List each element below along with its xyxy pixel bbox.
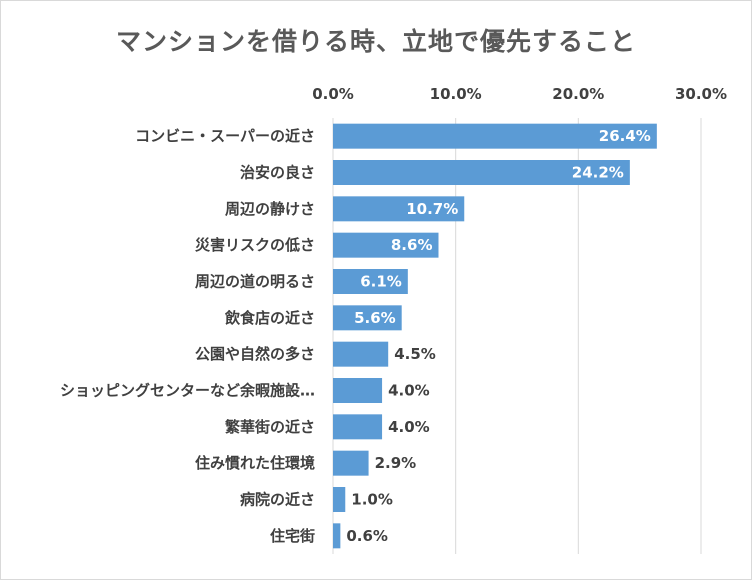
bar <box>333 487 346 512</box>
category-labels: コンビニ・スーパーの近さ治安の良さ周辺の静けさ災害リスクの低さ周辺の道の明るさ飲… <box>60 127 315 545</box>
bar <box>333 523 341 549</box>
data-label: 0.6% <box>346 527 388 545</box>
bar <box>333 160 630 185</box>
category-label: 周辺の道の明るさ <box>195 273 315 291</box>
category-label: 飲食店の近さ <box>224 309 315 327</box>
category-label: 住み慣れた住環境 <box>195 454 315 472</box>
data-label: 4.0% <box>388 418 430 436</box>
data-label: 6.1% <box>360 273 402 291</box>
chart-title: マンションを借りる時、立地で優先すること <box>115 27 636 56</box>
bar <box>333 414 383 440</box>
bar <box>333 341 389 367</box>
category-label: 治安の良さ <box>240 164 315 182</box>
data-label: 10.7% <box>406 200 458 218</box>
gridlines <box>332 118 702 554</box>
bar <box>333 196 465 222</box>
bar <box>333 232 439 258</box>
data-label: 5.6% <box>354 309 396 327</box>
data-label: 26.4% <box>599 127 651 145</box>
bar <box>333 269 408 294</box>
x-tick-label: 30.0% <box>675 85 727 103</box>
data-label: 1.0% <box>351 491 393 509</box>
bar <box>333 305 402 331</box>
category-label: コンビニ・スーパーの近さ <box>135 127 315 145</box>
data-labels: 26.4% 24.2% 10.7% 8.6% 6.1% 5.6% 4.5% 4.0% 4.0% 2… <box>346 127 650 545</box>
category-label: 公園や自然の多さ <box>195 345 315 363</box>
category-label: 周辺の静けさ <box>225 200 315 218</box>
x-tick-label: 10.0% <box>430 85 482 103</box>
category-label: 病院の近さ <box>240 491 315 509</box>
data-label: 8.6% <box>391 236 433 254</box>
category-label: 住宅街 <box>270 527 315 545</box>
x-tick-label: 20.0% <box>552 85 604 103</box>
category-label: 繁華街の近さ <box>224 418 315 436</box>
bar <box>333 450 369 476</box>
bars <box>333 123 657 549</box>
data-label: 2.9% <box>375 454 417 472</box>
category-label: ショッピングセンターなど余暇施設… <box>60 382 315 400</box>
bar <box>333 123 657 149</box>
category-label: 災害リスクの低さ <box>195 236 315 254</box>
bar <box>333 378 383 403</box>
x-tick-label: 0.0% <box>312 85 354 103</box>
data-label: 4.5% <box>394 345 436 363</box>
x-axis-tick-labels: 0.0% 10.0% 20.0% 30.0% <box>312 85 727 103</box>
data-label: 24.2% <box>572 164 624 182</box>
data-label: 4.0% <box>388 382 430 400</box>
